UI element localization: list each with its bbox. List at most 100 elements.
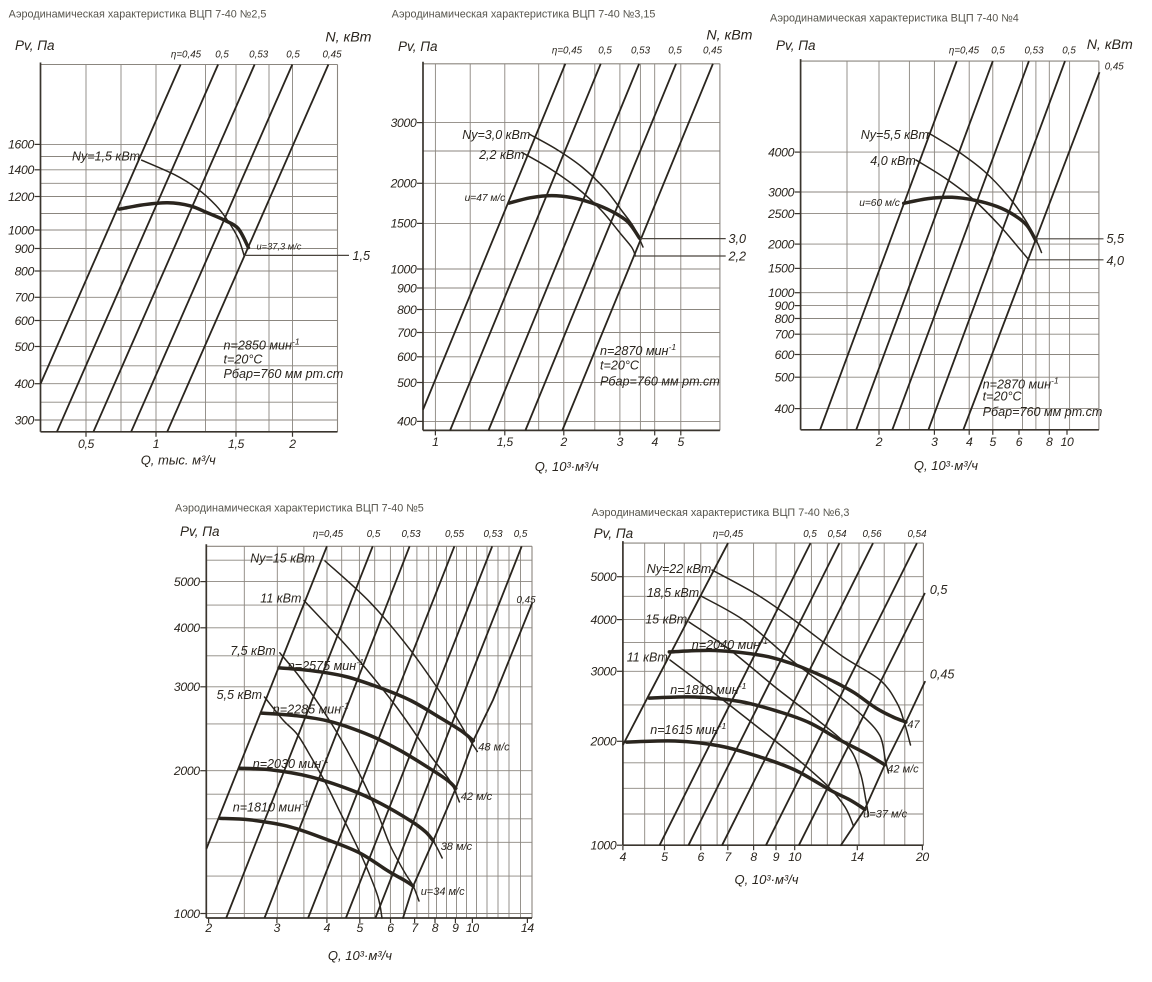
svg-text:n=2040 мин-1: n=2040 мин-1 <box>692 636 768 652</box>
svg-text:η=0,45: η=0,45 <box>171 50 202 61</box>
svg-text:0,53: 0,53 <box>249 50 269 61</box>
svg-text:Аэродинамическая характеристик: Аэродинамическая характеристика ВЦП 7-40… <box>9 9 267 21</box>
svg-text:3: 3 <box>617 435 624 449</box>
svg-text:38 м/с: 38 м/с <box>441 841 473 853</box>
svg-text:5: 5 <box>661 850 668 864</box>
svg-text:0,53: 0,53 <box>1024 46 1044 57</box>
svg-text:Ny=22 кВт: Ny=22 кВт <box>647 562 712 576</box>
svg-text:600: 600 <box>397 350 417 364</box>
svg-text:0,5: 0,5 <box>215 50 229 61</box>
svg-text:0,45: 0,45 <box>322 50 342 61</box>
svg-text:900: 900 <box>15 242 35 256</box>
svg-text:u=60 м/с: u=60 м/с <box>859 198 900 209</box>
svg-text:5,5: 5,5 <box>1107 232 1126 246</box>
svg-text:0,54: 0,54 <box>827 529 847 540</box>
svg-text:500: 500 <box>775 371 795 385</box>
svg-text:u=37 м/с: u=37 м/с <box>863 808 907 820</box>
svg-text:9: 9 <box>452 921 459 935</box>
svg-text:5: 5 <box>990 435 997 449</box>
svg-text:u=47 м/с: u=47 м/с <box>465 193 506 204</box>
svg-text:7: 7 <box>725 850 733 864</box>
svg-text:400: 400 <box>15 377 35 391</box>
svg-text:10: 10 <box>466 921 479 935</box>
svg-text:0,5: 0,5 <box>991 46 1005 57</box>
svg-text:η=0,45: η=0,45 <box>949 46 980 57</box>
svg-text:400: 400 <box>397 415 417 429</box>
svg-text:0,5: 0,5 <box>930 583 949 597</box>
svg-text:1: 1 <box>432 435 438 449</box>
svg-text:N, кВт: N, кВт <box>1087 37 1133 53</box>
svg-text:Q, тыс. м³/ч: Q, тыс. м³/ч <box>141 453 216 468</box>
svg-text:Рбар=760 мм рт.ст: Рбар=760 мм рт.ст <box>983 405 1103 419</box>
svg-text:20: 20 <box>915 850 929 864</box>
svg-text:2000: 2000 <box>589 735 616 749</box>
svg-text:Q, 10³·м³/ч: Q, 10³·м³/ч <box>535 459 599 474</box>
svg-text:2,2: 2,2 <box>728 250 747 264</box>
svg-text:t=20°C: t=20°C <box>600 359 640 373</box>
svg-text:1000: 1000 <box>590 839 616 853</box>
svg-text:2: 2 <box>560 435 568 449</box>
svg-text:n=1810 мин-1: n=1810 мин-1 <box>233 799 309 815</box>
svg-text:6: 6 <box>698 850 705 864</box>
svg-text:0,45: 0,45 <box>517 595 537 606</box>
svg-text:Q, 10³·м³/ч: Q, 10³·м³/ч <box>914 458 978 473</box>
svg-text:800: 800 <box>775 312 795 326</box>
svg-text:u=37,3 м/с: u=37,3 м/с <box>257 241 302 251</box>
svg-text:4000: 4000 <box>768 145 794 159</box>
svg-text:6: 6 <box>387 921 394 935</box>
svg-text:Pv, Па: Pv, Па <box>776 38 816 53</box>
svg-text:η=0,45: η=0,45 <box>313 529 344 540</box>
svg-text:1000: 1000 <box>768 286 794 300</box>
svg-text:42 м/с: 42 м/с <box>887 764 919 776</box>
svg-text:Q, 10³·м³/ч: Q, 10³·м³/ч <box>328 948 392 963</box>
svg-text:1500: 1500 <box>768 262 794 276</box>
svg-text:5,5 кВт: 5,5 кВт <box>217 688 263 702</box>
svg-text:0,56: 0,56 <box>862 529 882 540</box>
svg-text:4000: 4000 <box>590 613 616 627</box>
svg-text:8: 8 <box>432 921 439 935</box>
svg-text:n=2285 мин-1: n=2285 мин-1 <box>273 701 349 717</box>
svg-text:n=2030 мин-1: n=2030 мин-1 <box>253 755 329 771</box>
svg-text:600: 600 <box>15 314 35 328</box>
svg-text:4: 4 <box>966 435 973 449</box>
svg-text:1000: 1000 <box>391 262 417 276</box>
svg-text:2: 2 <box>875 435 883 449</box>
svg-text:Рбар=760 мм рт.ст: Рбар=760 мм рт.ст <box>224 367 344 381</box>
svg-text:0,5: 0,5 <box>668 46 682 57</box>
svg-text:4: 4 <box>651 435 658 449</box>
svg-text:0,45: 0,45 <box>703 46 723 57</box>
svg-text:u=34 м/с: u=34 м/с <box>421 886 465 898</box>
svg-text:2000: 2000 <box>173 764 200 778</box>
svg-text:3000: 3000 <box>391 116 417 130</box>
svg-text:Ny=1,5 кВт: Ny=1,5 кВт <box>72 150 140 164</box>
svg-text:1: 1 <box>153 437 159 451</box>
svg-text:0,5: 0,5 <box>514 529 528 540</box>
svg-text:4,0 кВт: 4,0 кВт <box>870 154 916 168</box>
svg-text:Pv, Па: Pv, Па <box>15 38 55 53</box>
svg-text:5: 5 <box>678 435 685 449</box>
svg-text:3: 3 <box>931 435 938 449</box>
svg-text:n=2870 мин-1: n=2870 мин-1 <box>983 376 1059 392</box>
svg-text:7: 7 <box>411 921 419 935</box>
svg-text:4000: 4000 <box>174 621 200 635</box>
svg-text:3000: 3000 <box>768 185 794 199</box>
svg-text:900: 900 <box>775 299 795 313</box>
svg-text:600: 600 <box>775 348 795 362</box>
svg-text:3,0: 3,0 <box>729 232 747 246</box>
svg-text:1000: 1000 <box>8 223 34 237</box>
svg-text:5: 5 <box>357 921 364 935</box>
svg-text:700: 700 <box>15 291 35 305</box>
svg-text:4: 4 <box>324 921 331 935</box>
svg-text:500: 500 <box>397 376 417 390</box>
svg-text:7,5 кВт: 7,5 кВт <box>230 644 276 658</box>
svg-text:0,45: 0,45 <box>1105 62 1125 73</box>
svg-text:2000: 2000 <box>767 237 794 251</box>
svg-text:2,2 кВт: 2,2 кВт <box>478 148 525 162</box>
svg-text:1600: 1600 <box>8 138 34 152</box>
svg-text:1,5: 1,5 <box>228 437 245 451</box>
svg-text:Pv, Па: Pv, Па <box>594 526 634 541</box>
svg-text:8: 8 <box>750 850 757 864</box>
svg-text:2: 2 <box>204 921 212 935</box>
svg-text:47: 47 <box>907 719 920 731</box>
svg-text:1500: 1500 <box>391 217 417 231</box>
